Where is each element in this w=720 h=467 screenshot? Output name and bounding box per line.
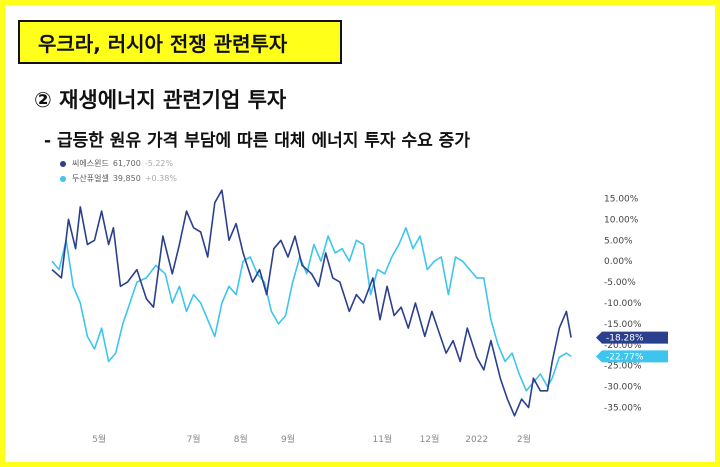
x-axis-ticks: 5월 7월 8월 9월 11월 12월 2022 2월 [92,433,531,445]
last-value-tag-2: -22.77% [596,350,668,363]
y-tick-label: -5.00% [604,278,636,288]
legend-dot-1 [60,160,66,167]
y-tick-label: 0.00% [604,257,633,267]
legend-name-2: 두산퓨얼셀 [72,174,109,183]
x-tick-label: 8월 [234,433,248,445]
last-value-tag-bg-2 [596,350,668,363]
y-tick-label: -20.00% [604,341,642,351]
y-tick-label: -15.00% [604,320,642,330]
x-tick-label: 2월 [517,433,531,445]
y-tick-label: -25.00% [604,362,642,372]
series-line-1 [51,189,572,417]
y-axis-ticks: 15.00% 10.00% 5.00% 0.00% -5.00% -10.00% -15.0… [604,195,642,414]
legend-change-1: -5.22% [144,159,174,168]
title-box: 우크라, 러시아 전쟁 관련투자 [18,20,342,64]
last-value-tag-bg-1 [596,331,668,344]
x-tick-label: 11월 [372,433,392,445]
chart-legend: 씨에스윈드 61,700 -5.22% 두산퓨얼셀 39,850 +0.38% [60,156,177,186]
x-tick-label: 2022 [465,435,488,445]
y-tick-label: 10.00% [604,215,639,225]
y-tick-label: 15.00% [604,195,639,205]
y-tick-label: -35.00% [604,403,642,413]
section-heading: ② 재생에너지 관련기업 투자 [34,88,287,112]
legend-change-2: +0.38% [144,174,177,183]
series-layer [51,189,572,417]
legend-dot-2 [60,175,66,182]
y-tick-label: -10.00% [604,299,642,309]
last-value-tag-1: -18.28% [596,331,668,344]
x-tick-label: 5월 [92,433,106,445]
y-tick-label: -30.00% [604,383,642,393]
x-tick-label: 7월 [187,433,201,445]
y-tick-label: 5.00% [604,236,633,246]
last-value-label-1: -18.28% [606,334,644,344]
legend-price-2: 39,850 [112,174,141,183]
legend-item-1: 씨에스윈드 61,700 -5.22% [60,156,177,171]
legend-item-2: 두산퓨얼셀 39,850 +0.38% [60,171,177,186]
page-title: 우크라, 러시아 전쟁 관련투자 [38,31,288,56]
last-value-tags: -18.28% -22.77% [596,331,668,363]
legend-name-1: 씨에스윈드 [72,159,109,168]
series-line-2 [51,227,572,392]
section-subheading: - 급등한 원유 가격 부담에 따른 대체 에너지 투자 수요 증가 [44,131,470,151]
x-tick-label: 12월 [420,433,440,445]
last-value-label-2: -22.77% [606,352,644,362]
legend-price-1: 61,700 [112,159,141,168]
x-tick-label: 9월 [281,433,295,445]
